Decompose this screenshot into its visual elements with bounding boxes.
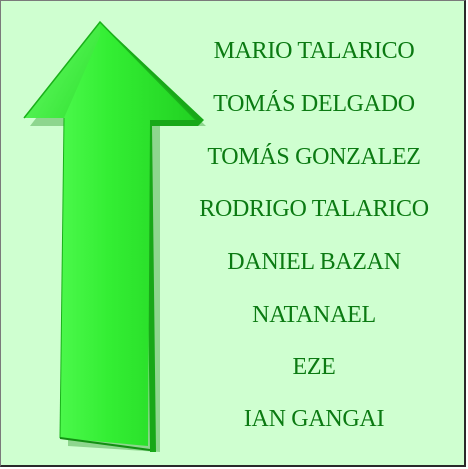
list-item: RODRIGO TALARICO (199, 196, 429, 222)
list-item: DANIEL BAZAN (227, 249, 401, 275)
list-item: EZE (292, 354, 336, 380)
list-item: NATANAEL (252, 302, 376, 328)
list-item: MARIO TALARICO (213, 38, 415, 64)
list-item: TOMÁS DELGADO (213, 91, 415, 117)
list-item: IAN GANGAI (243, 406, 385, 432)
name-list: MARIO TALARICO TOMÁS DELGADO TOMÁS GONZA… (180, 24, 448, 444)
list-item: TOMÁS GONZALEZ (207, 144, 421, 170)
